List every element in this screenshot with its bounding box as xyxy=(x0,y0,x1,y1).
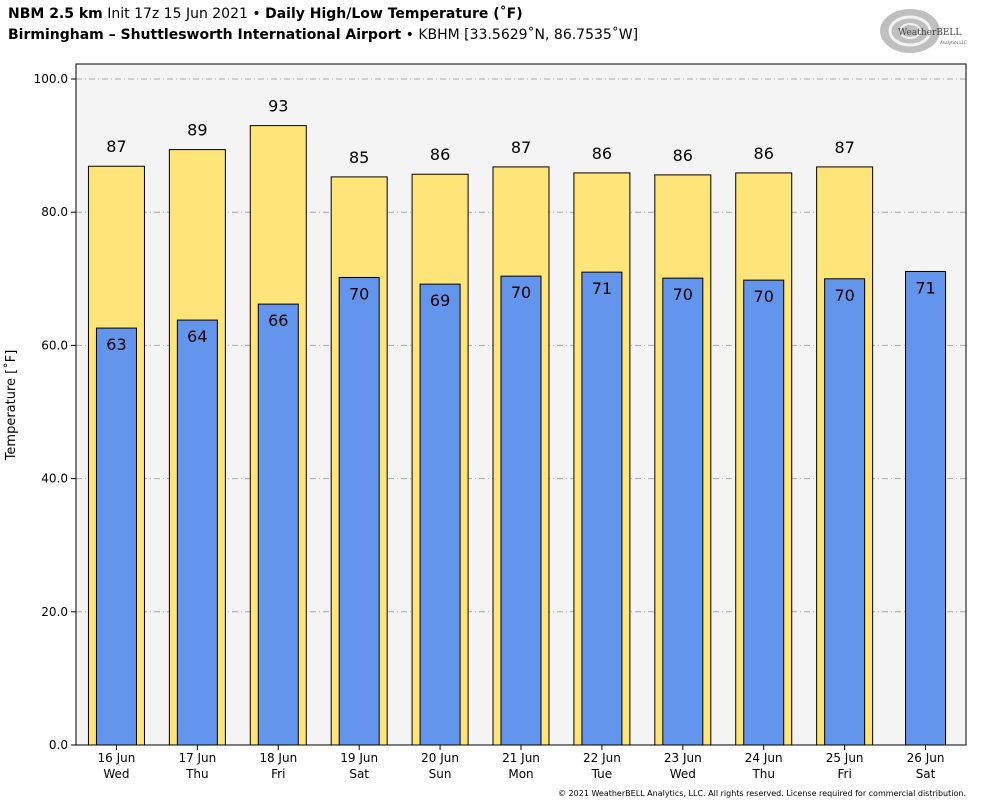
low-bar xyxy=(500,275,542,746)
bullet: • xyxy=(252,6,261,22)
low-bar xyxy=(95,327,137,746)
low-value-label: 70 xyxy=(834,286,854,305)
x-tick-label-date: 26 Jun xyxy=(907,751,945,765)
x-tick-label-day: Fri xyxy=(837,767,851,781)
y-tick-label: 100.0 xyxy=(34,72,68,86)
low-value-label: 64 xyxy=(187,327,207,346)
high-value-label: 87 xyxy=(511,138,531,157)
low-bar xyxy=(419,283,461,746)
low-value-label: 63 xyxy=(106,335,126,354)
high-value-label: 85 xyxy=(349,148,369,167)
low-value-label: 70 xyxy=(349,284,369,303)
chart-title-line-1: NBM 2.5 km Init 17z 15 Jun 2021 • Daily … xyxy=(8,6,523,22)
x-tick-label-day: Sat xyxy=(916,767,936,781)
low-bar xyxy=(824,278,866,746)
low-value-label: 70 xyxy=(673,285,693,304)
high-value-label: 86 xyxy=(592,144,612,163)
bars-group: 87 63 89 64 93 66 85 70 86 69 87 70 86 71 86 70 86 70 87 70… xyxy=(87,97,947,746)
x-tick-label-date: 25 Jun xyxy=(826,751,864,765)
y-axis: 0.0 20.0 40.0 60.0 80.0 100.0 xyxy=(34,72,76,752)
x-axis: 16 Jun Wed 17 Jun Thu 18 Jun Fri 19 Jun Sat 20 J… xyxy=(98,745,945,781)
high-value-label: 86 xyxy=(430,145,450,164)
x-tick-label-date: 19 Jun xyxy=(340,751,378,765)
x-tick-label-date: 17 Jun xyxy=(178,751,216,765)
high-value-label: 93 xyxy=(268,97,288,116)
x-tick-label-day: Sun xyxy=(429,767,452,781)
svg-text:WeatherBELL: WeatherBELL xyxy=(898,28,961,38)
y-tick-label: 60.0 xyxy=(41,338,68,352)
low-bar xyxy=(176,319,218,746)
y-tick-label: 20.0 xyxy=(41,605,68,619)
low-bar xyxy=(905,270,947,746)
x-tick-label-day: Thu xyxy=(751,767,775,781)
low-value-label: 66 xyxy=(268,311,288,330)
init-time: Init 17z 15 Jun 2021 xyxy=(107,6,248,22)
x-tick-label-date: 16 Jun xyxy=(98,751,136,765)
y-tick-label: 80.0 xyxy=(41,205,68,219)
chart-title-line-2: Birmingham – Shuttlesworth International… xyxy=(8,27,638,43)
x-tick-label-date: 20 Jun xyxy=(421,751,459,765)
y-tick-label: 0.0 xyxy=(49,738,68,752)
x-tick-label-day: Wed xyxy=(103,767,129,781)
copyright-notice: © 2021 WeatherBELL Analytics, LLC. All r… xyxy=(558,789,966,798)
x-tick-label-date: 24 Jun xyxy=(745,751,783,765)
high-value-label: 86 xyxy=(673,146,693,165)
high-value-label: 86 xyxy=(754,144,774,163)
weatherbell-logo: WeatherBELL Analytics LLC xyxy=(878,6,970,56)
svg-text:Analytics LLC: Analytics LLC xyxy=(940,40,967,45)
low-bar xyxy=(581,271,623,746)
high-value-label: 87 xyxy=(834,138,854,157)
product-name: Daily High/Low Temperature (˚F) xyxy=(265,6,523,22)
location-name: Birmingham – Shuttlesworth International… xyxy=(8,27,402,43)
x-tick-label-date: 18 Jun xyxy=(259,751,297,765)
low-bar xyxy=(662,277,704,746)
high-value-label: 87 xyxy=(106,137,126,156)
x-tick-label-day: Mon xyxy=(508,767,533,781)
station-info: KBHM [33.5629˚N, 86.7535˚W] xyxy=(418,27,639,43)
low-bar xyxy=(338,276,380,746)
low-value-label: 71 xyxy=(915,278,935,297)
x-tick-label-day: Tue xyxy=(591,767,613,781)
high-value-label: 89 xyxy=(187,121,207,140)
model-name: NBM 2.5 km xyxy=(8,6,103,22)
low-bar xyxy=(743,279,785,746)
x-tick-label-day: Wed xyxy=(670,767,696,781)
x-tick-label-date: 21 Jun xyxy=(502,751,540,765)
low-bar xyxy=(257,303,299,746)
bullet-2: • xyxy=(405,27,414,43)
x-tick-label-day: Fri xyxy=(271,767,285,781)
x-tick-label-day: Sat xyxy=(349,767,369,781)
x-tick-label-date: 22 Jun xyxy=(583,751,621,765)
low-value-label: 70 xyxy=(754,287,774,306)
low-value-label: 70 xyxy=(511,283,531,302)
low-value-label: 71 xyxy=(592,279,612,298)
x-tick-label-date: 23 Jun xyxy=(664,751,702,765)
low-value-label: 69 xyxy=(430,291,450,310)
y-tick-label: 40.0 xyxy=(41,472,68,486)
y-axis-label: Temperature [˚F] xyxy=(4,349,19,461)
x-tick-label-day: Thu xyxy=(185,767,209,781)
